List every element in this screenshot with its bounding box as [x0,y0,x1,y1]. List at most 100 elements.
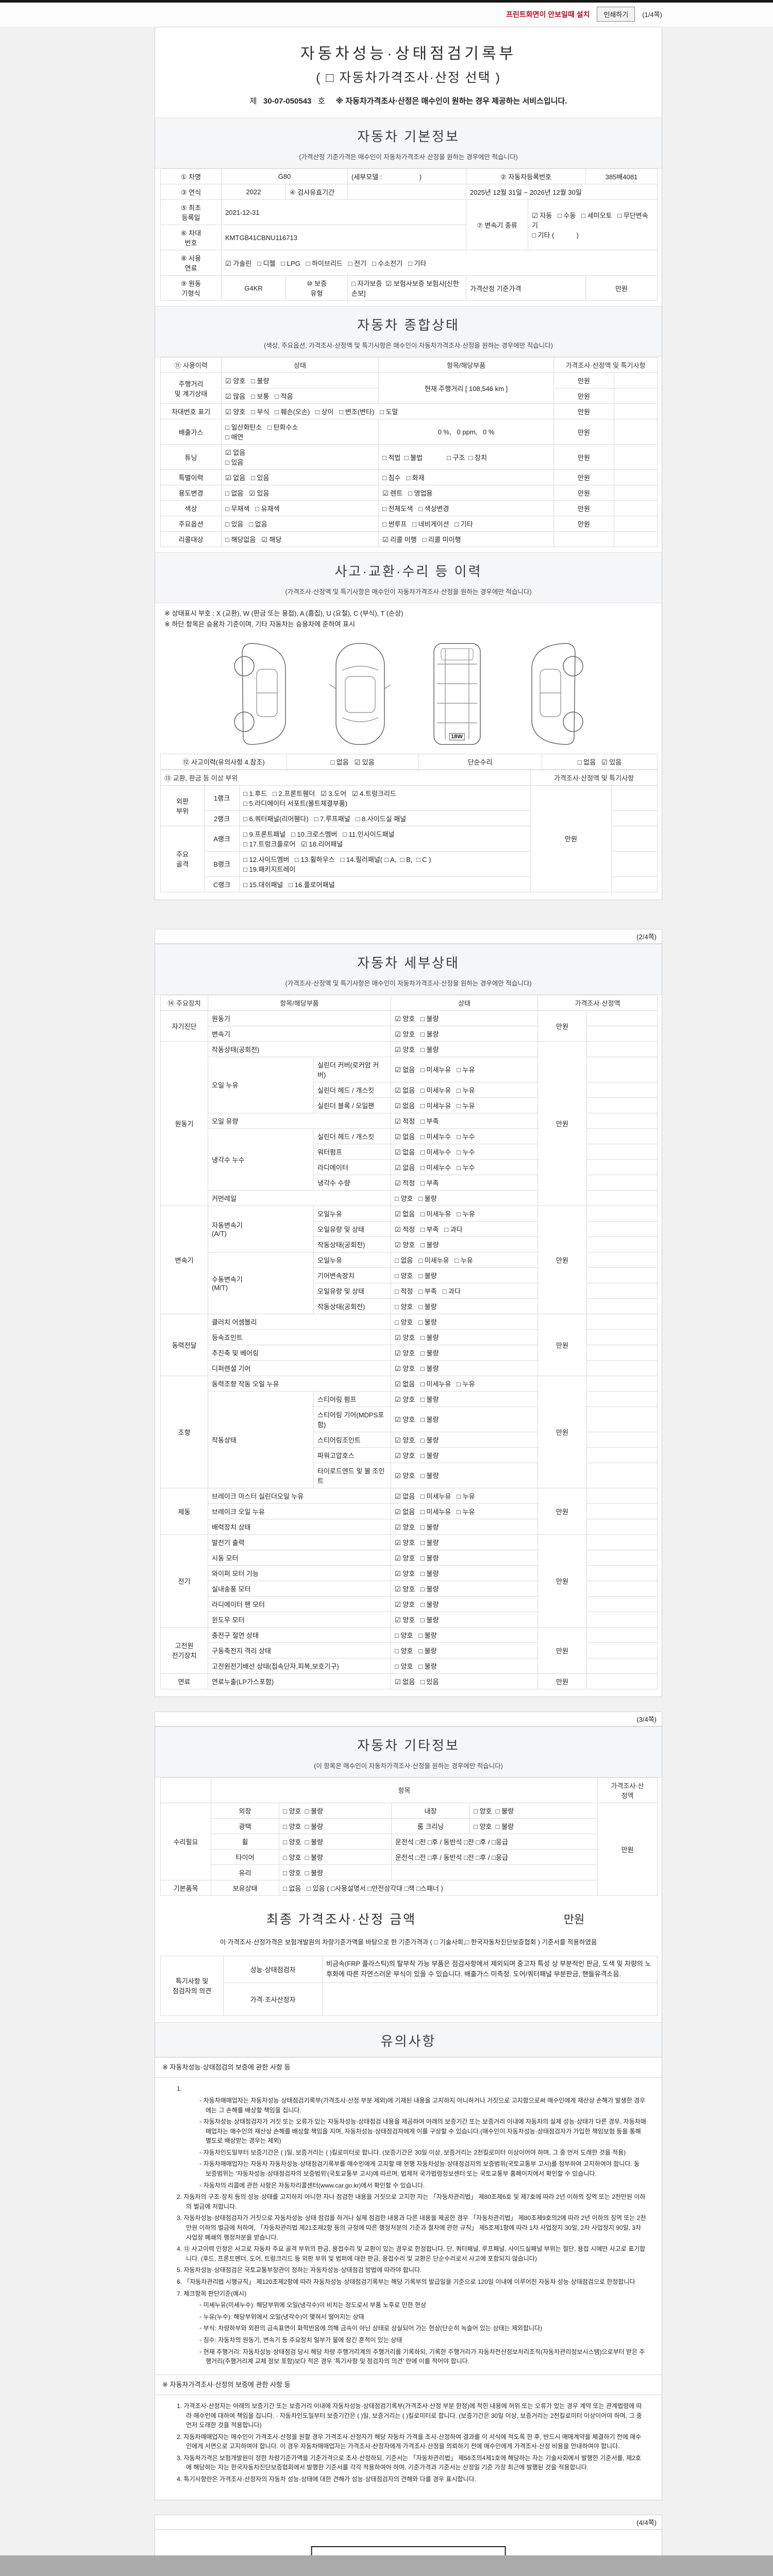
field-vin: ⑥ 차대 번호 [160,225,222,250]
memo-cell [586,1487,658,1504]
memo-cell [586,1375,658,1392]
sub-label: 광택 [211,1818,279,1834]
price-cell: 만원 [537,1487,587,1535]
state-options: □ 양호 □ 불량 [391,1642,538,1658]
memo-cell [586,1549,658,1566]
memo-cell [586,1282,658,1299]
state-options: ☑ 양호 □ 불량 [391,1611,538,1628]
price-cell: 만원 [553,469,614,485]
memo-cell [614,372,658,388]
section-other-header: 자동차 기타정보 (이 항목은 매수인이 자동차가격조사·산정을 원하는 경우에… [155,1726,662,1777]
notice-item: ◦ 자동차인도일부터 보증기간은 ( )일, 보증거리는 ( )킬로미터로 합니… [199,2148,626,2156]
state-options: □ 양호 □ 불량 [391,1313,538,1330]
sub-label: 룸 크리닝 [391,1818,470,1834]
section-other-title: 자동차 기타정보 [357,1737,460,1753]
row-state: ☑ 없음 □ 있음 [221,444,379,470]
car-diagram-underbody: 18W [418,639,496,749]
page-indicator-4: (4/4쪽) [155,2514,662,2529]
state-options: ☑ 양호 □ 불량 [391,1010,538,1026]
device-group-label: 조향 [160,1375,208,1488]
accident-history-row: ⑫ 사고이력(유의사항 4.참조) □ 없음 ☑ 있음 단순수리 □ 없음 ☑ … [160,753,658,770]
notice-item: 7. 체크항목 판단기준(예시) [177,2290,247,2297]
state-options: ☑ 양호 □ 불량 [391,1391,538,1407]
device-group-label: 원동기 [160,1041,208,1206]
memo-cell [586,1344,658,1361]
field-reg-number: ② 자동차등록번호 [466,168,586,184]
memo-cell [586,1267,658,1283]
state-options: ☑ 없음 □ 미세누수 □ 누수 [391,1143,538,1160]
notice-item: ◦ 침수: 자동차의 원동기, 변속기 등 주요장치 일부가 물에 잠긴 흔적이… [199,2336,402,2344]
field-car-name: ① 차명 [160,168,222,184]
row-state: □ 무채색 □ 유채색 [221,500,379,516]
state-options: ☑ 적정 □ 부족 □ 과다 [391,1221,538,1237]
row-state: □ 해당없음 ☑ 해당 [221,531,379,547]
price-cell: 만원 [537,1375,587,1488]
sub-state: □ 없음 □ 있음 ( □사용설명서 □안전삼각대 □잭 □스패너 ) [278,1879,598,1896]
memo-cell [586,1128,658,1144]
legend-line-2: ※ 하단 항목은 승용차 기준이며, 기타 자동차는 승용차에 준하여 표시 [164,620,355,628]
subpart-label: 라디에이터 [313,1159,391,1175]
state-options: ☑ 없음 □ 미세누유 □ 누유 [391,1503,538,1519]
state-options: □ 양호 □ 불량 [391,1267,538,1283]
section-detail-header: 자동차 세부상태 (가격조사·산정액 및 특기사항은 매수인이 자동차가격조사·… [155,943,662,995]
page-2-sheet: 자동차 세부상태 (가격조사·산정액 및 특기사항은 매수인이 자동차가격조사·… [155,943,662,1697]
exchange-price-cell: 만원 [530,785,612,892]
memo-cell [586,1462,658,1488]
field-transmission-type: ⑦ 변속기 종류 [466,199,529,250]
notice-performance-block: ※ 자동차성능·상태점검의 보증에 관한 사항 등 1. ◦ 자동차매매업자는 … [155,2057,662,2492]
print-button[interactable]: 인쇄하기 [597,7,635,22]
row-label: 리콜대상 [160,531,222,547]
memo-cell [586,1190,658,1206]
sub-state: □ 양호 □ 불량 [469,1818,598,1834]
price-cell: 만원 [553,388,614,404]
sub-state: □ 양호 □ 불량 [279,1864,392,1880]
state-options: ☑ 양호 □ 불량 [391,1344,538,1361]
section-accident-title: 사고·교환·수리 등 이력 [334,564,482,579]
state-options: ☑ 양호 □ 불량 [391,1549,538,1566]
header-blank [160,1777,211,1803]
field-engine-type: ⑨ 원동 기형식 [160,275,222,301]
part-label: 오일 유량 [208,1112,391,1129]
sub-label: 타이어 [211,1849,279,1865]
rank-label: A랭크 [204,825,240,852]
rank-label: 1랭크 [204,785,240,811]
header-state: 상태 [391,994,538,1011]
price-cell: 만원 [537,1205,587,1314]
print-install-notice[interactable]: 프린트화면이 안보일때 설치 [506,10,590,19]
price-cell: 만원 [537,1010,587,1042]
state-options: ☑ 양호 □ 불량 [391,1360,538,1376]
subpart-label: 오일누유 [313,1205,391,1222]
state-options: □ 양호 □ 불량 [391,1298,538,1314]
field-first-reg-date: ⑤ 최초 등록일 [160,199,222,225]
rank-label: C랭크 [204,876,240,892]
accident-history-label: ⑫ 사고이력(유의사항 4.참조) [160,753,287,770]
part-label: 브레이크 마스터 실린더오일 누유 [208,1487,391,1504]
simple-repair-label: 단순수리 [418,753,542,770]
state-options: ☑ 없음 □ 미세누유 □ 누유 [391,1081,538,1098]
notice-item: ◦ 자동차의 리콜에 관한 사항은 자동차리콜센터(www.car.go.kr)… [199,2181,425,2189]
memo-cell [586,1642,658,1658]
state-options: ☑ 없음 □ 미세누유 □ 누유 [391,1097,538,1113]
row-item: ☑ 렌트 □ 영업용 [378,485,554,501]
sub-state: □ 양호 □ 불량 [279,1833,392,1850]
part-label: 연료누출(LP가스포함) [208,1673,391,1689]
part-label: 충전구 절연 상태 [208,1626,391,1643]
sub-state: 운전석 □전 □후 / 동반석 □전 □후 / □응급 [391,1849,598,1865]
part-label: 오일 누유 [208,1056,314,1113]
value-fuel: ☑ 가솔린 □ 디젤 □ LPG □ 하이브리드 □ 전기 □ 수소전기 □ 기… [221,250,658,276]
subpart-label: 작동상태(공회전) [313,1298,391,1314]
part-label: 냉각수 누수 [208,1128,314,1191]
page-indicator-1: (1/4쪽) [642,11,662,19]
price-cell [553,531,614,547]
part-label: 원동기 [208,1010,391,1026]
row-item: □ 전체도색 □ 색상변경 [378,500,554,516]
accident-history-state: □ 없음 ☑ 있음 [287,753,418,770]
subpart-label: 스티어링 펌프 [313,1391,391,1407]
memo-cell [586,1580,658,1597]
memo-cell [586,1010,658,1026]
part-label: 작동상태 [208,1391,314,1488]
rank-label: B랭크 [204,851,240,877]
notice-item: 4. 특기사항란은 가격조사·산정자의 자동차 성능·상태에 대한 견해가 성능… [177,2476,476,2483]
state-options: ☑ 양호 □ 불량 [391,1025,538,1042]
final-price-note: 이 가격조사·산정가격은 보험개발원의 차량기준가액을 바탕으로 한 기준가격과… [220,1938,597,1946]
